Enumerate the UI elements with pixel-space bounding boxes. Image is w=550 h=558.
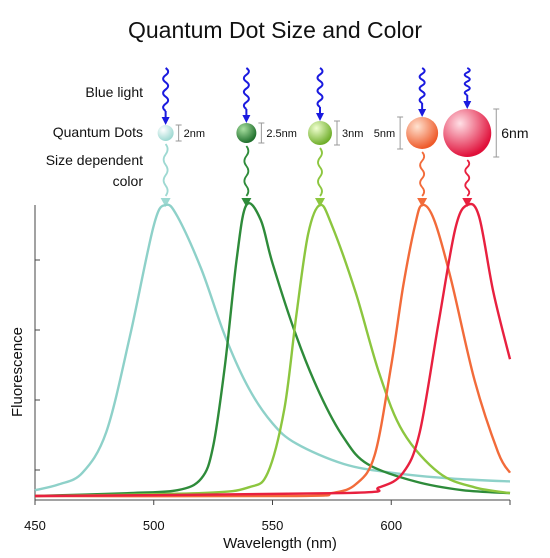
blue-light-wave <box>316 67 324 108</box>
x-axis-label: Wavelength (nm) <box>223 535 337 552</box>
emission-wave <box>464 159 471 197</box>
x-tick-label: 500 <box>143 518 165 533</box>
dot-size-label: 2nm <box>184 128 205 140</box>
emission-wave <box>419 151 426 197</box>
emission-wave <box>243 145 250 197</box>
dot-size-label: 2.5nm <box>266 128 297 140</box>
quantum-dot-sphere <box>308 121 332 145</box>
blue-light-wave <box>242 67 250 110</box>
emission-arrow-icon <box>417 198 428 207</box>
fluorescence-curve-5 <box>34 202 512 498</box>
x-axis-ticks: 450 500 550 600 <box>24 500 511 533</box>
x-tick-label: 550 <box>262 518 284 533</box>
quantum-dot-sphere <box>406 117 439 149</box>
emission-arrow-icon <box>462 198 473 207</box>
emission-wave <box>162 143 169 197</box>
fluorescence-curve-2 <box>34 202 511 498</box>
blue-light-wave <box>162 67 170 112</box>
fluorescence-curve-4 <box>34 203 512 498</box>
dot-size-label: 3nm <box>342 128 363 140</box>
x-tick-label: 600 <box>380 518 402 533</box>
emission-wave <box>317 147 323 197</box>
blue-light-wave <box>418 67 426 104</box>
emission-arrow-icon <box>315 198 325 207</box>
blue-light-label: Blue light <box>85 84 143 100</box>
fluorescence-curves <box>34 202 512 498</box>
diagram-title: Quantum Dot Size and Color <box>128 17 422 43</box>
dot-size-label: 6nm <box>501 125 528 141</box>
size-dependent-label: Size dependent <box>46 152 143 168</box>
y-axis-ticks <box>35 259 40 471</box>
quantum-dot-sphere <box>236 123 257 143</box>
color-label: color <box>113 173 144 189</box>
quantum-dots-label: Quantum Dots <box>53 124 143 140</box>
dot-size-label: 5nm <box>374 128 395 140</box>
fluorescence-curve-3 <box>34 203 511 498</box>
y-axis-label: Fluorescence <box>9 327 26 417</box>
quantum-dot-group: 5nm <box>374 67 439 207</box>
quantum-dot-group: 3nm <box>308 67 363 207</box>
emission-arrow-icon <box>160 198 171 207</box>
fluorescence-curve-1 <box>34 203 511 492</box>
quantum-dot-group: 2.5nm <box>236 67 297 207</box>
quantum-dots-row: 2nm 2.5nm 3nm 5nm 6nm <box>157 67 528 207</box>
blue-light-wave <box>463 67 471 96</box>
emission-arrow-icon <box>241 198 252 207</box>
quantum-dot-group: 2nm <box>157 67 205 207</box>
x-tick-label: 450 <box>24 518 46 533</box>
quantum-dot-sphere <box>157 125 174 141</box>
quantum-dot-group: 6nm <box>443 67 528 207</box>
quantum-dot-sphere <box>443 109 492 157</box>
